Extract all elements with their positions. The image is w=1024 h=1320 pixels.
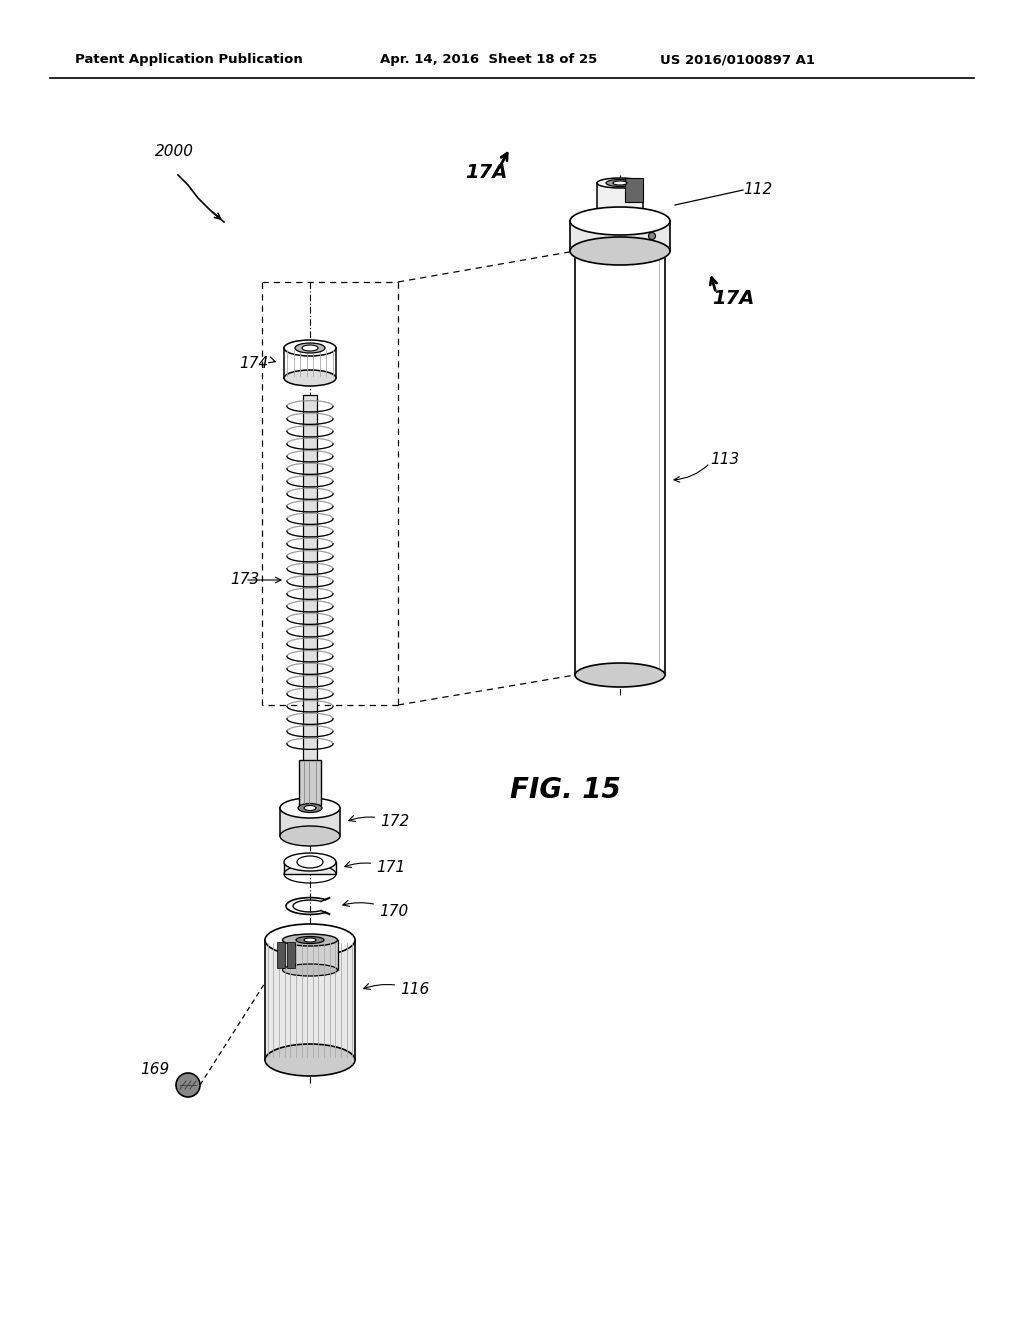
Ellipse shape	[304, 939, 316, 942]
Polygon shape	[299, 760, 321, 805]
Text: Patent Application Publication: Patent Application Publication	[75, 54, 303, 66]
Ellipse shape	[575, 239, 665, 263]
Ellipse shape	[280, 799, 340, 818]
Text: 173: 173	[230, 573, 259, 587]
Text: 172: 172	[349, 814, 410, 829]
Ellipse shape	[283, 964, 338, 975]
Ellipse shape	[597, 216, 643, 226]
Text: 169: 169	[140, 1063, 169, 1077]
Ellipse shape	[280, 826, 340, 846]
Polygon shape	[278, 942, 285, 968]
Polygon shape	[284, 348, 336, 378]
Text: 2000: 2000	[155, 144, 194, 160]
Polygon shape	[575, 251, 665, 675]
Text: 170: 170	[343, 900, 409, 919]
Ellipse shape	[284, 341, 336, 356]
Polygon shape	[280, 808, 340, 836]
Text: 17A: 17A	[712, 289, 755, 308]
Ellipse shape	[570, 238, 670, 265]
Ellipse shape	[284, 853, 336, 871]
Ellipse shape	[176, 1073, 200, 1097]
Polygon shape	[265, 940, 355, 1060]
Polygon shape	[570, 220, 670, 251]
Text: 171: 171	[345, 861, 406, 875]
Text: 17A: 17A	[465, 164, 507, 182]
Ellipse shape	[304, 805, 316, 810]
Text: 116: 116	[364, 982, 429, 998]
Ellipse shape	[283, 935, 338, 946]
Ellipse shape	[613, 181, 627, 185]
Text: 174: 174	[239, 355, 275, 371]
Ellipse shape	[297, 855, 323, 869]
Ellipse shape	[298, 804, 322, 813]
Ellipse shape	[606, 180, 634, 186]
Ellipse shape	[265, 1044, 355, 1076]
Text: 113: 113	[710, 453, 739, 467]
Ellipse shape	[575, 663, 665, 686]
Ellipse shape	[284, 370, 336, 385]
Ellipse shape	[597, 178, 643, 187]
Ellipse shape	[648, 232, 655, 239]
Polygon shape	[597, 183, 643, 220]
Ellipse shape	[295, 343, 325, 352]
Polygon shape	[303, 395, 317, 805]
Ellipse shape	[296, 936, 324, 944]
Ellipse shape	[570, 207, 670, 235]
Ellipse shape	[265, 924, 355, 956]
Text: Apr. 14, 2016  Sheet 18 of 25: Apr. 14, 2016 Sheet 18 of 25	[380, 54, 597, 66]
Text: FIG. 15: FIG. 15	[510, 776, 621, 804]
Polygon shape	[284, 862, 336, 874]
Ellipse shape	[302, 345, 318, 351]
Text: 112: 112	[743, 182, 772, 198]
Polygon shape	[625, 178, 643, 202]
Text: US 2016/0100897 A1: US 2016/0100897 A1	[660, 54, 815, 66]
Polygon shape	[283, 940, 338, 970]
Polygon shape	[287, 942, 295, 968]
